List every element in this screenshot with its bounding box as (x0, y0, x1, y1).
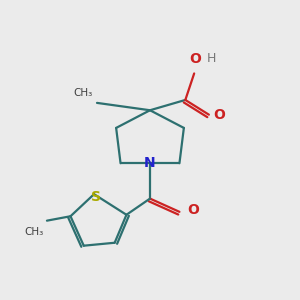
Text: O: O (187, 203, 199, 218)
Text: N: N (144, 156, 156, 170)
Text: O: O (190, 52, 202, 66)
Text: CH₃: CH₃ (73, 88, 93, 98)
Text: S: S (91, 190, 100, 204)
Text: H: H (207, 52, 217, 64)
Text: CH₃: CH₃ (25, 226, 44, 237)
Text: O: O (213, 108, 225, 122)
